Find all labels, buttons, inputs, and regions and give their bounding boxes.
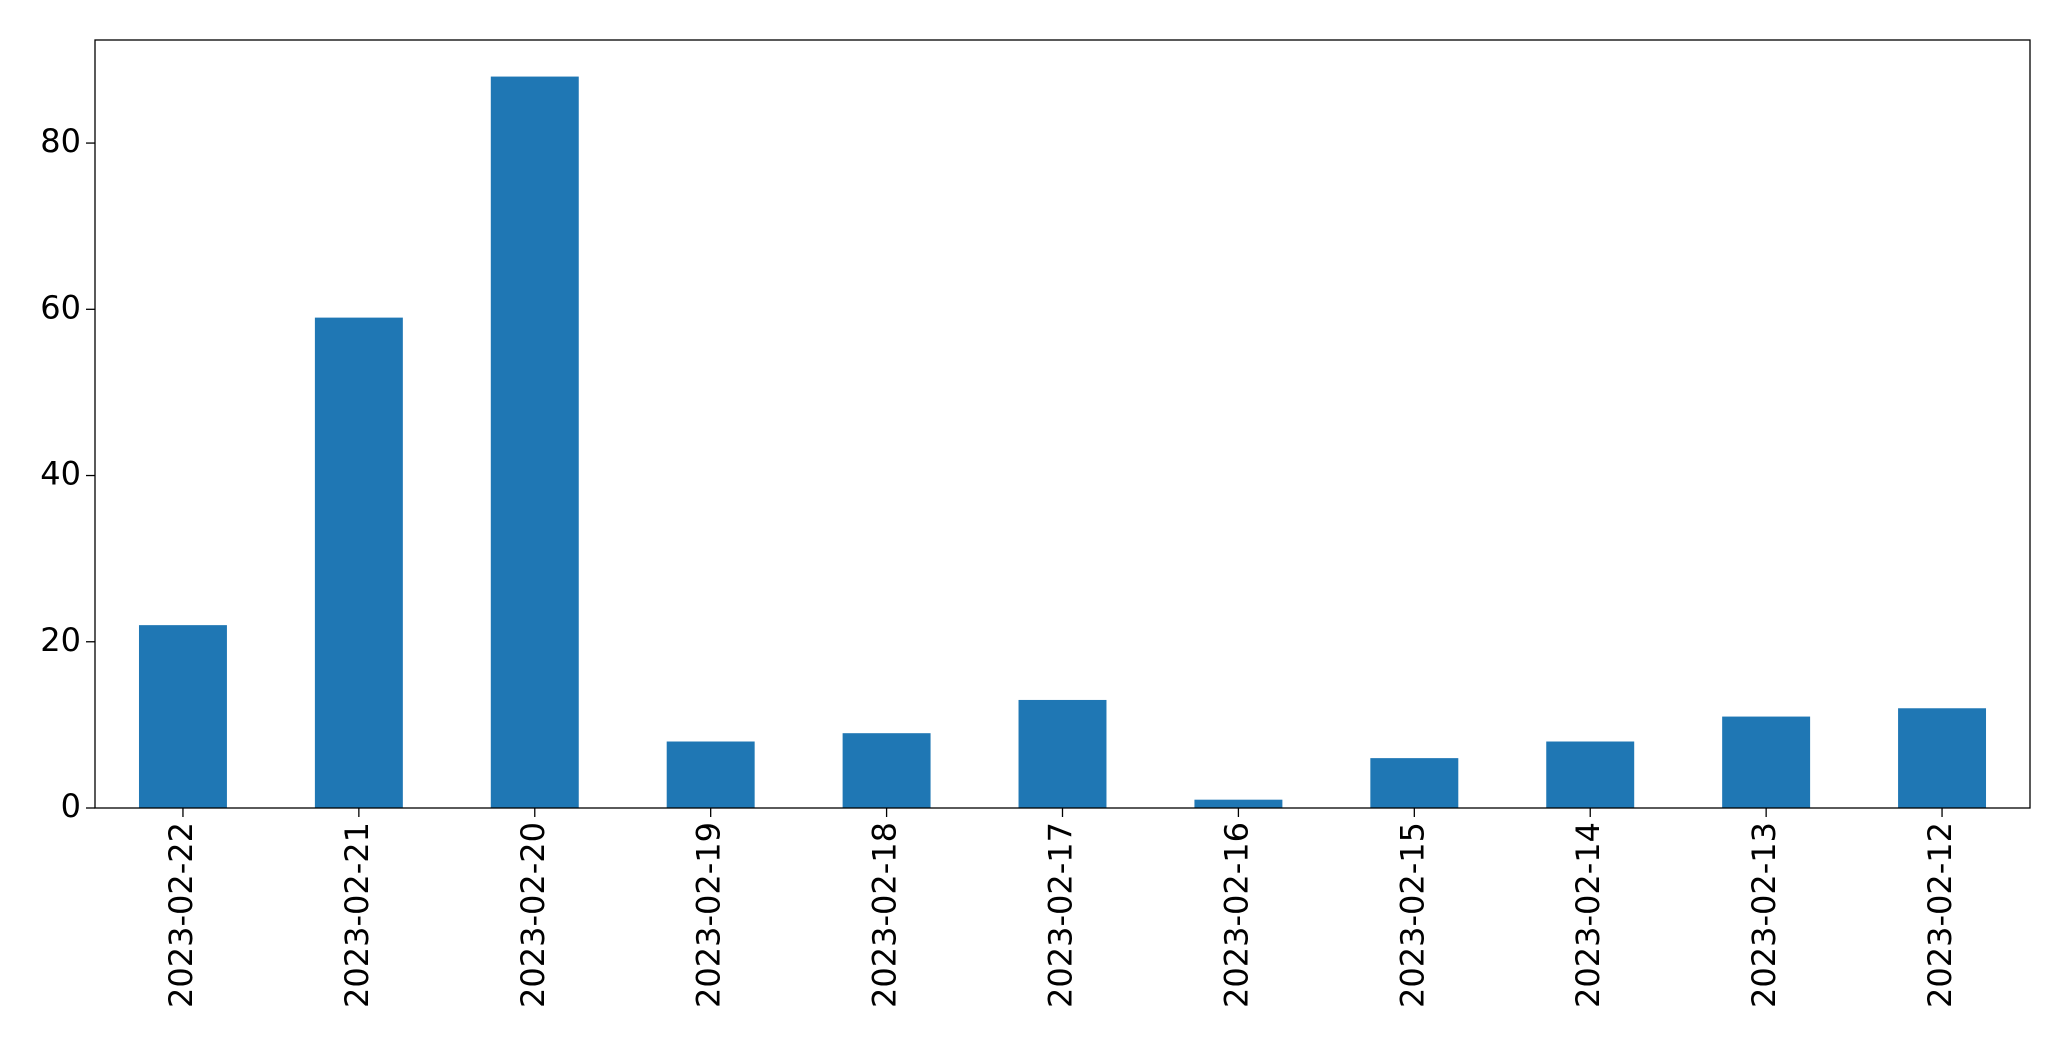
x-tick-label: 2023-02-22 (162, 822, 200, 1008)
y-tick-label: 40 (40, 455, 81, 493)
bar (842, 733, 931, 808)
y-tick-label: 60 (40, 288, 81, 326)
bar (1546, 741, 1635, 808)
y-tick-label: 0 (61, 787, 81, 825)
bar (1194, 799, 1283, 808)
bar (1370, 758, 1459, 808)
bar (138, 625, 227, 808)
bar (1018, 699, 1107, 808)
x-tick-label: 2023-02-17 (1042, 822, 1080, 1008)
bar (1722, 716, 1811, 808)
bar (490, 76, 579, 809)
x-tick-label: 2023-02-16 (1217, 822, 1255, 1008)
bar (314, 317, 403, 808)
y-tick-label: 80 (40, 122, 81, 160)
x-tick-label: 2023-02-13 (1745, 822, 1783, 1008)
bar (1898, 708, 1987, 808)
y-tick-label: 20 (40, 621, 81, 659)
x-tick-label: 2023-02-20 (514, 822, 552, 1008)
x-tick-label: 2023-02-18 (866, 822, 904, 1008)
x-tick-label: 2023-02-12 (1921, 822, 1959, 1008)
x-tick-label: 2023-02-14 (1569, 822, 1607, 1008)
x-tick-label: 2023-02-19 (690, 822, 728, 1008)
x-tick-label: 2023-02-21 (338, 822, 376, 1008)
plot-frame (94, 39, 2031, 809)
x-tick-label: 2023-02-15 (1393, 822, 1431, 1008)
bar (666, 741, 755, 808)
